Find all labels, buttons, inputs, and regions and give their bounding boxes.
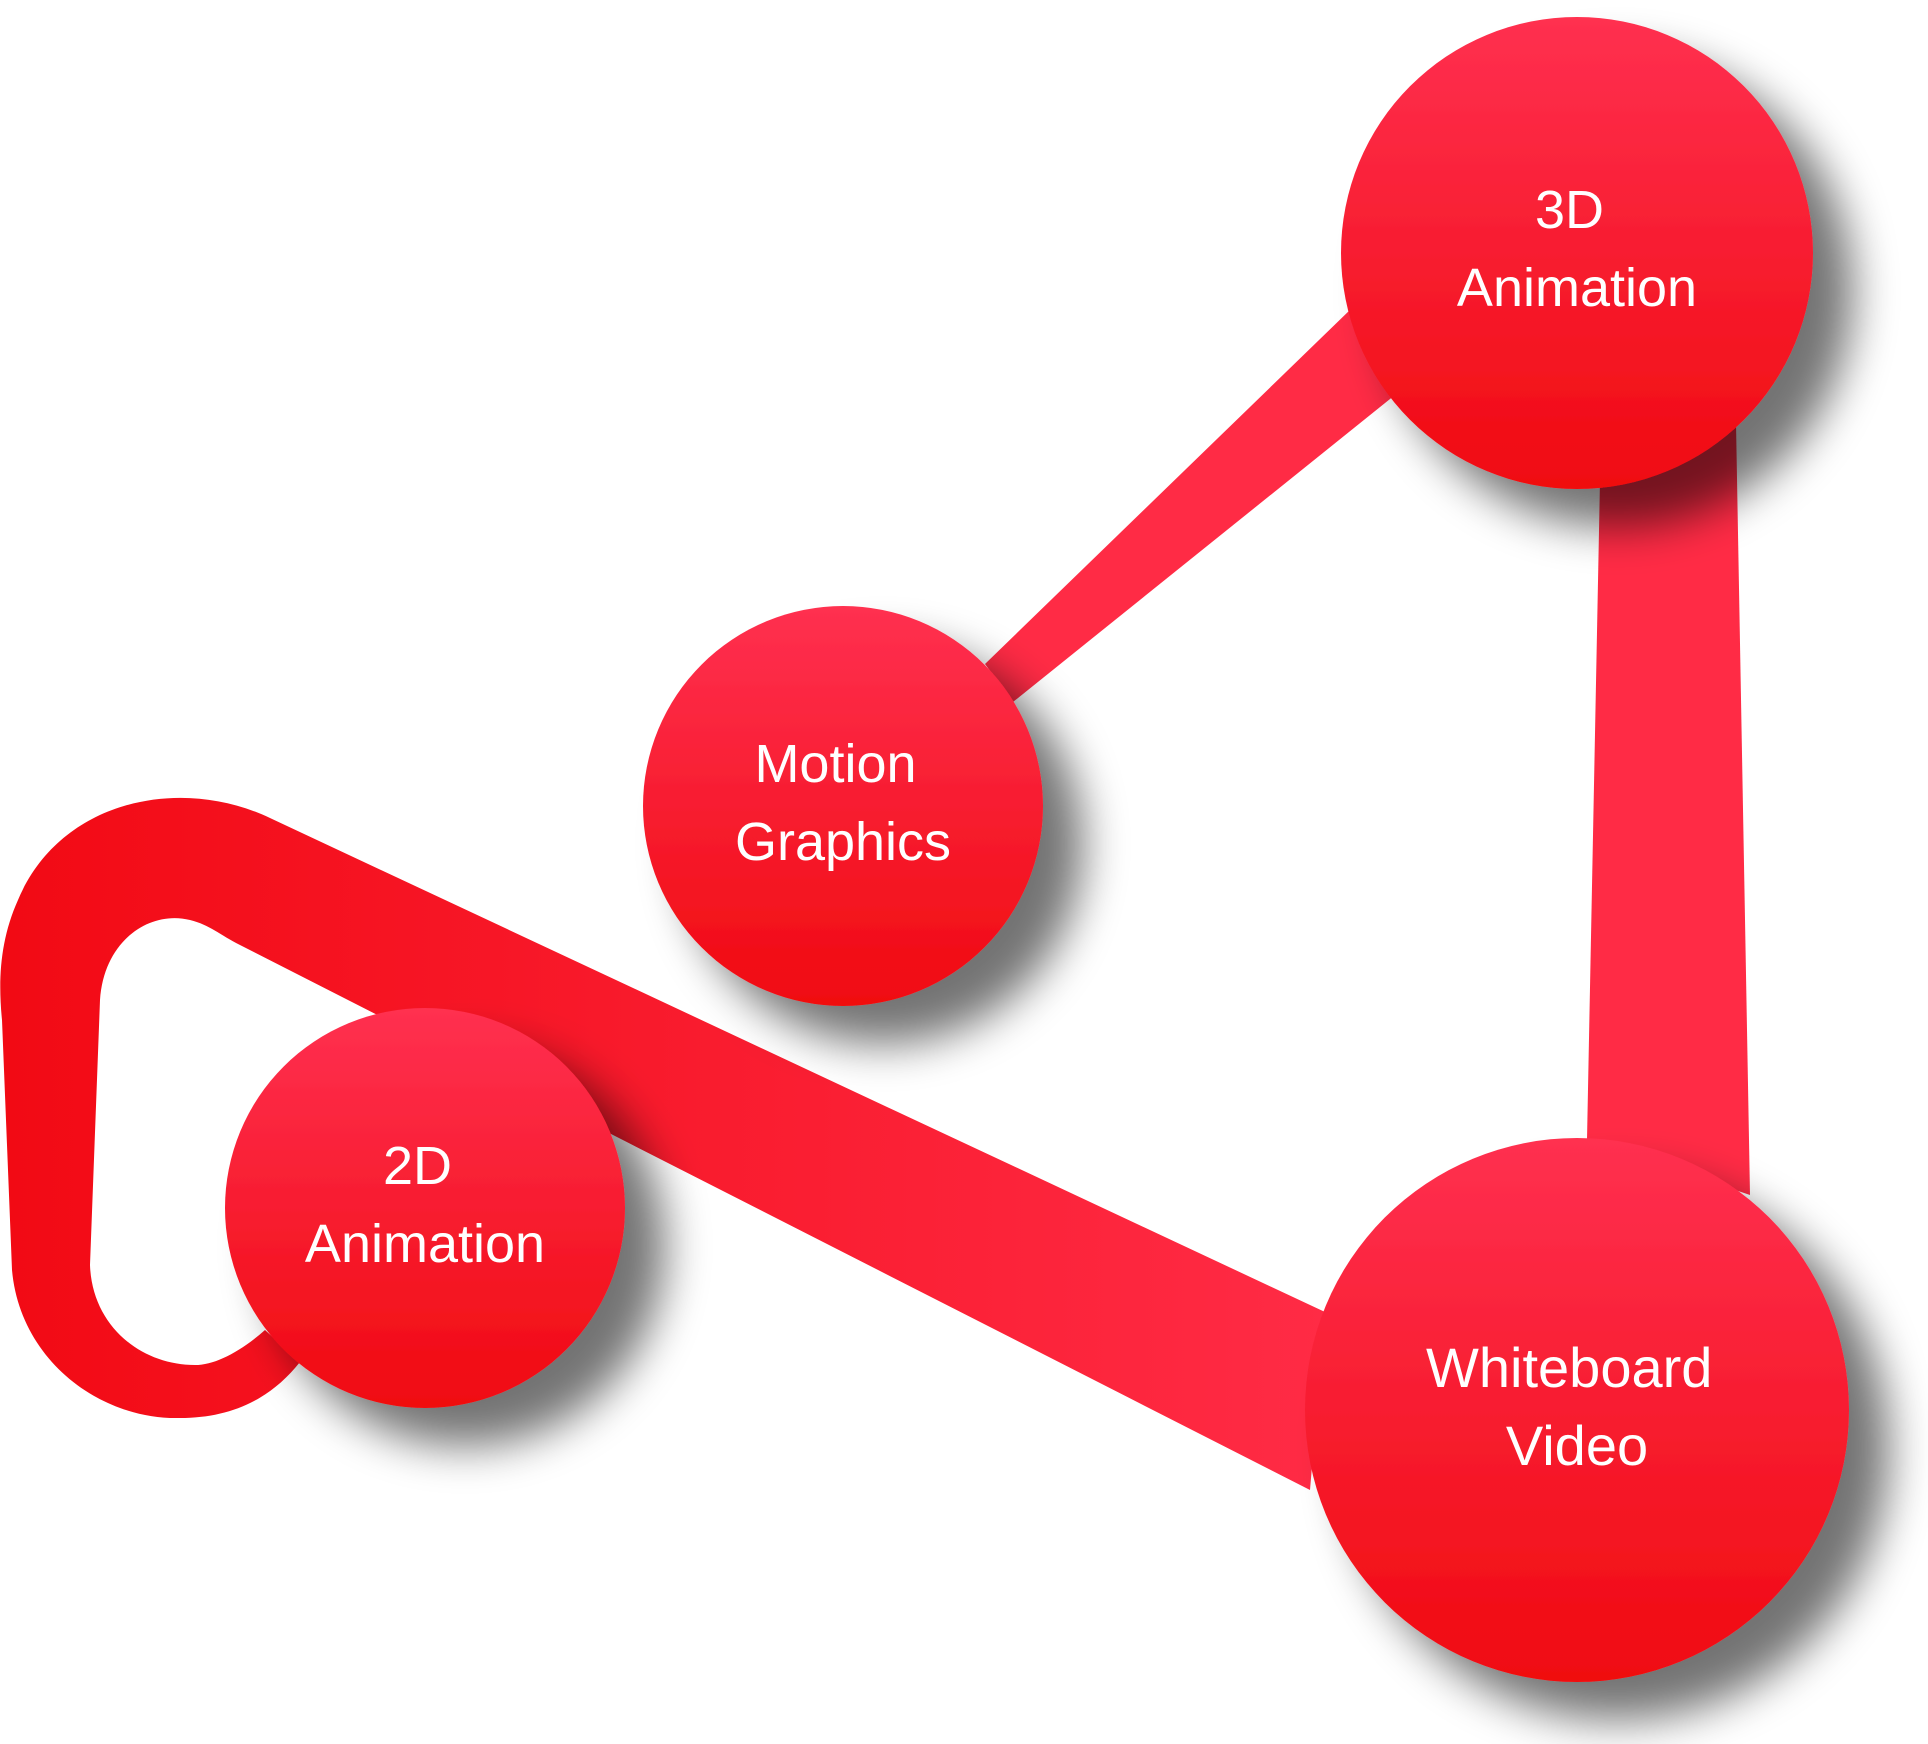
node-2d-animation-label-line-2: Animation [305, 1214, 545, 1274]
link-2d-animation-whiteboard-video [0, 797, 1326, 1490]
node-motion-graphics[interactable]: Motion Graphics [643, 606, 1043, 1006]
node-2d-animation-label-line-1: 2D [383, 1136, 452, 1196]
svg-text:Whiteboard Video: Whiteboard Video [1426, 1336, 1728, 1477]
links [0, 308, 1750, 1490]
node-whiteboard-video[interactable]: Whiteboard Video [1305, 1138, 1849, 1682]
node-whiteboard-video-label-line-2: Video [1506, 1414, 1648, 1477]
link-motion-graphics-3d-animation [985, 308, 1395, 702]
node-3d-animation[interactable]: 3D Animation [1341, 17, 1813, 489]
nodes: 3D Animation Motion Graphics 2D Animatio… [225, 17, 1849, 1682]
svg-text:Motion Graphics: Motion Graphics [735, 734, 951, 872]
node-motion-graphics-label-line-2: Graphics [735, 812, 951, 872]
node-whiteboard-video-label-line-1: Whiteboard [1426, 1336, 1712, 1399]
node-motion-graphics-label-line-1: Motion [754, 734, 916, 794]
node-2d-animation[interactable]: 2D Animation [225, 1008, 625, 1408]
link-3d-animation-whiteboard-video [1587, 423, 1750, 1195]
svg-text:3D Animation: 3D Animation [1457, 180, 1697, 318]
node-3d-animation-label-line-2: Animation [1457, 258, 1697, 318]
svg-text:2D Animation: 2D Animation [305, 1136, 545, 1274]
node-3d-animation-label-line-1: 3D [1535, 180, 1604, 240]
